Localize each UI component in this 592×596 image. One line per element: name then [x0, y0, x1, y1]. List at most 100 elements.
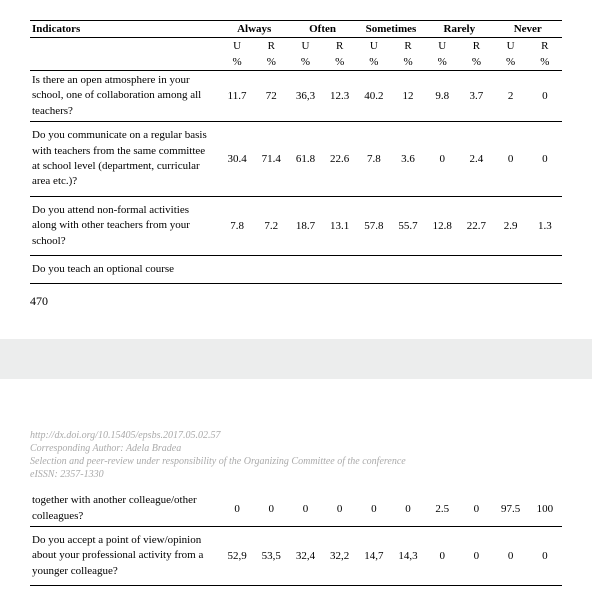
- cell: 7.8: [220, 196, 254, 255]
- cell: 2: [494, 71, 528, 122]
- data-table-upper: Indicators Always Often Sometimes Rarely…: [30, 20, 562, 284]
- sub-pct: %: [288, 54, 322, 71]
- cell: 52,9: [220, 527, 254, 586]
- cell: 0: [323, 491, 357, 526]
- sub-u: U: [425, 38, 459, 55]
- cell: 2.9: [494, 196, 528, 255]
- page-break-gap: [0, 339, 592, 379]
- cell: 22.7: [459, 196, 493, 255]
- cell: 18.7: [288, 196, 322, 255]
- cell: 0: [494, 122, 528, 197]
- indicator-text: Do you accept a point of view/opinion ab…: [30, 527, 220, 586]
- cell: [425, 255, 459, 283]
- cell: 14,3: [391, 527, 425, 586]
- paper-meta: http://dx.doi.org/10.15405/epsbs.2017.05…: [0, 409, 592, 486]
- cell: 12: [391, 71, 425, 122]
- cell: 0: [528, 527, 562, 586]
- sub-r: R: [254, 38, 288, 55]
- cell: 3.7: [459, 71, 493, 122]
- cell: 0: [459, 527, 493, 586]
- meta-selection: Selection and peer-review under responsi…: [30, 455, 562, 468]
- data-table-lower: together with another colleague/other co…: [30, 491, 562, 586]
- sub-pct: %: [459, 54, 493, 71]
- cell: 72: [254, 71, 288, 122]
- cell: 55.7: [391, 196, 425, 255]
- cell: 0: [357, 491, 391, 526]
- cell: [494, 255, 528, 283]
- page-lower: together with another colleague/other co…: [0, 486, 592, 596]
- cell: [391, 255, 425, 283]
- table-row: Do you accept a point of view/opinion ab…: [30, 527, 562, 586]
- cell: 0: [494, 527, 528, 586]
- page-number: 470: [30, 284, 562, 329]
- sub-r: R: [323, 38, 357, 55]
- cell: [254, 255, 288, 283]
- cell: 32,4: [288, 527, 322, 586]
- cell: 0: [391, 491, 425, 526]
- cell: 53,5: [254, 527, 288, 586]
- table-row: Is there an open atmosphere in your scho…: [30, 71, 562, 122]
- cell: 13.1: [323, 196, 357, 255]
- cell: 0: [459, 491, 493, 526]
- cell: 100: [528, 491, 562, 526]
- cell: 7.8: [357, 122, 391, 197]
- table-row: Do you teach an optional course: [30, 255, 562, 283]
- cell: 0: [528, 122, 562, 197]
- cell: [357, 255, 391, 283]
- table-row: together with another colleague/other co…: [30, 491, 562, 526]
- sub-pct: %: [323, 54, 357, 71]
- cell: [528, 255, 562, 283]
- cell: 2.4: [459, 122, 493, 197]
- sub-r: R: [459, 38, 493, 55]
- table-row: Do you attend non-formal activities alon…: [30, 196, 562, 255]
- cell: 22.6: [323, 122, 357, 197]
- col-often: Often: [288, 21, 356, 38]
- empty: [30, 54, 220, 71]
- page-upper: Indicators Always Often Sometimes Rarely…: [0, 0, 592, 339]
- col-sometimes: Sometimes: [357, 21, 425, 38]
- sub-u: U: [357, 38, 391, 55]
- col-indicators: Indicators: [30, 21, 220, 38]
- cell: 1.3: [528, 196, 562, 255]
- sub-pct: %: [494, 54, 528, 71]
- cell: 0: [425, 527, 459, 586]
- meta-issn: eISSN: 2357-1330: [30, 468, 562, 481]
- cell: [288, 255, 322, 283]
- indicator-text: together with another colleague/other co…: [30, 491, 220, 526]
- cell: 0: [288, 491, 322, 526]
- cell: [323, 255, 357, 283]
- sub-pct: %: [391, 54, 425, 71]
- cell: 11.7: [220, 71, 254, 122]
- sub-pct: %: [357, 54, 391, 71]
- indicator-text: Do you teach an optional course: [30, 255, 220, 283]
- meta-doi: http://dx.doi.org/10.15405/epsbs.2017.05…: [30, 429, 562, 442]
- sub-pct: %: [220, 54, 254, 71]
- meta-author: Corresponding Author: Adela Bradea: [30, 442, 562, 455]
- cell: 12.8: [425, 196, 459, 255]
- cell: 57.8: [357, 196, 391, 255]
- sub-r: R: [391, 38, 425, 55]
- cell: 2.5: [425, 491, 459, 526]
- cell: 0: [220, 491, 254, 526]
- cell: 30.4: [220, 122, 254, 197]
- sub-pct: %: [528, 54, 562, 71]
- cell: 36,3: [288, 71, 322, 122]
- sub-u: U: [220, 38, 254, 55]
- empty: [30, 38, 220, 55]
- col-rarely: Rarely: [425, 21, 493, 38]
- sub-u: U: [288, 38, 322, 55]
- cell: 32,2: [323, 527, 357, 586]
- table-row: Do you communicate on a regular basis wi…: [30, 122, 562, 197]
- cell: 97.5: [494, 491, 528, 526]
- cell: 9.8: [425, 71, 459, 122]
- col-always: Always: [220, 21, 288, 38]
- cell: 0: [425, 122, 459, 197]
- sub-u: U: [494, 38, 528, 55]
- sub-r: R: [528, 38, 562, 55]
- cell: 12.3: [323, 71, 357, 122]
- col-never: Never: [494, 21, 563, 38]
- cell: 61.8: [288, 122, 322, 197]
- cell: [220, 255, 254, 283]
- cell: 14,7: [357, 527, 391, 586]
- indicator-text: Do you communicate on a regular basis wi…: [30, 122, 220, 197]
